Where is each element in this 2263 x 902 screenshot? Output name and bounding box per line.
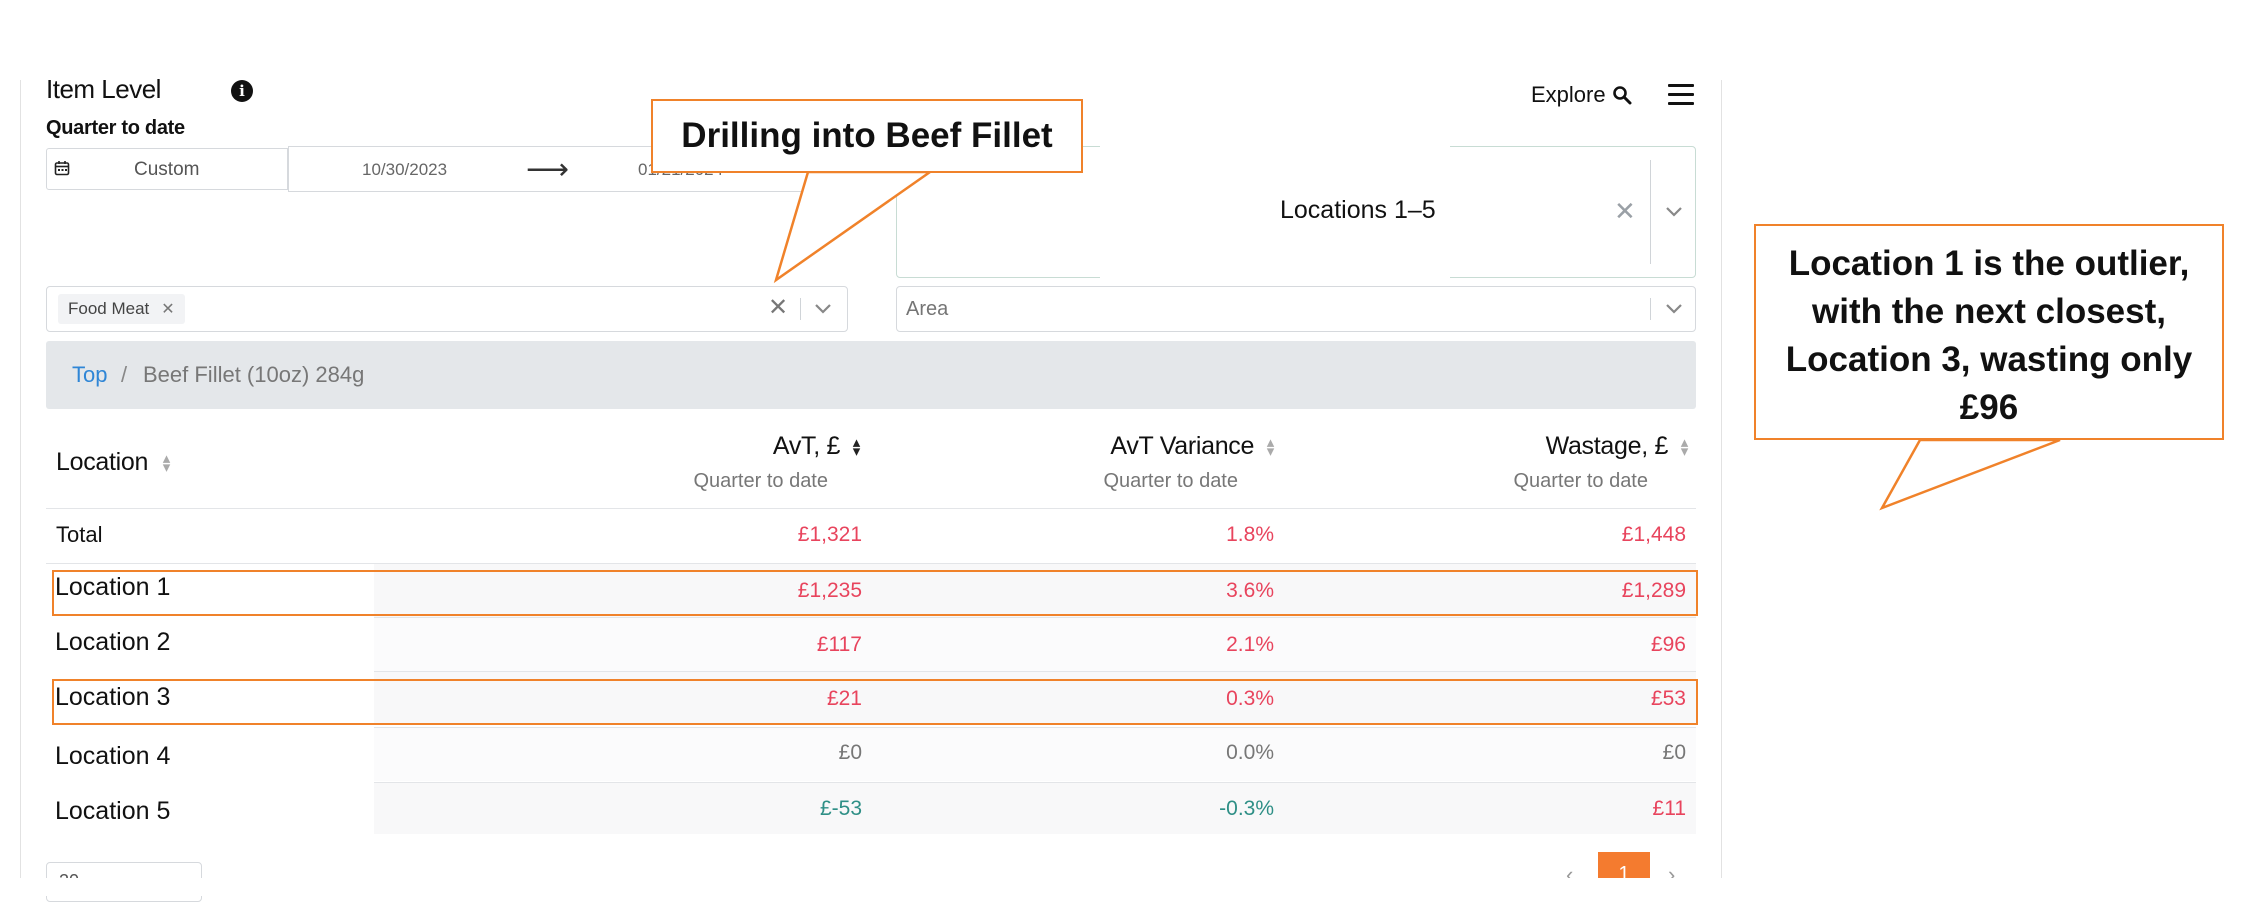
col-header-wastage[interactable]: Wastage, £ ▴ ▾ — [1545, 432, 1689, 461]
loc3-variance: 0.3% — [1226, 687, 1274, 710]
calendar-icon — [54, 161, 70, 176]
col-header-location[interactable]: Location ▴ ▾ — [56, 448, 171, 477]
category-select[interactable] — [46, 286, 848, 332]
loc5-wastage: £11 — [1652, 797, 1686, 820]
row-label-location-5[interactable]: Location 5 — [55, 797, 171, 825]
breadcrumb-separator: / — [121, 362, 128, 387]
loc5-avt: £-53 — [819, 797, 862, 820]
breadcrumb — [46, 341, 1696, 409]
highlight-location-1 — [52, 570, 1698, 616]
loc1-wastage: £1,289 — [1621, 579, 1686, 602]
row-divider — [374, 671, 1696, 672]
date-start[interactable]: 10/30/2023 — [362, 160, 448, 179]
explore-label: Explore — [1531, 82, 1606, 107]
loc3-avt: £21 — [826, 687, 862, 710]
dashboard-panel — [20, 80, 1722, 880]
category-tag[interactable]: Food Meat ✕ — [58, 294, 185, 324]
annotation-drill: Drilling into Beef Fillet — [651, 99, 1083, 173]
area-divider — [1650, 298, 1651, 320]
highlight-location-3 — [52, 679, 1698, 725]
hamburger-menu-icon[interactable] — [1668, 84, 1694, 106]
row-divider — [374, 617, 1696, 618]
loc3-wastage: £53 — [1650, 687, 1686, 710]
search-icon — [1612, 86, 1632, 105]
col-sub-variance: Quarter to date — [1103, 470, 1238, 492]
area-select[interactable] — [896, 286, 1696, 332]
sort-active-icon[interactable]: ▴ ▾ — [852, 434, 861, 461]
chevron-down-icon[interactable] — [813, 302, 833, 316]
col-header-variance[interactable]: AvT Variance ▴ ▾ — [1110, 432, 1275, 461]
annotation-outlier: Location 1 is the outlier, with the next… — [1754, 224, 2224, 440]
date-mode-select[interactable] — [46, 148, 288, 190]
category-tag-label: Food Meat — [68, 299, 150, 318]
row-label-location-3[interactable]: Location 3 — [55, 683, 171, 711]
breadcrumb-top-link[interactable]: Top — [72, 362, 108, 387]
loc1-variance: 3.6% — [1226, 579, 1274, 602]
page-title: Item Level — [46, 74, 161, 104]
row-divider — [374, 727, 1696, 728]
loc4-avt: £0 — [838, 741, 862, 764]
location-clear-icon[interactable]: ✕ — [1614, 196, 1636, 226]
row-stripe — [374, 563, 1696, 617]
row-stripe — [374, 727, 1696, 781]
chevron-down-icon[interactable] — [1664, 302, 1684, 316]
header-divider — [46, 508, 1696, 509]
category-clear-icon[interactable]: ✕ — [768, 294, 789, 321]
col-sub-avt: Quarter to date — [693, 470, 828, 492]
row-divider — [46, 563, 1696, 564]
row-label-location-4[interactable]: Location 4 — [55, 742, 171, 770]
total-variance: 1.8% — [1226, 523, 1274, 546]
row-label-location-1[interactable]: Location 1 — [55, 573, 171, 601]
date-arrow-icon: ⟶ — [526, 153, 570, 186]
sort-icon[interactable]: ▴ ▾ — [1680, 434, 1689, 461]
location-overlay — [1100, 146, 1450, 278]
row-stripe — [374, 617, 1696, 671]
col-header-avt[interactable]: AvT, £ ▴ ▾ — [772, 432, 861, 461]
sort-icon[interactable]: ▴ ▾ — [162, 450, 171, 477]
prev-page-icon[interactable]: ‹ — [1566, 862, 1574, 887]
sort-icon[interactable]: ▴ ▾ — [1266, 434, 1275, 461]
info-icon[interactable]: i — [231, 80, 253, 102]
total-avt: £1,321 — [797, 523, 862, 546]
row-divider — [374, 782, 1696, 783]
chevron-down-icon[interactable] — [1664, 205, 1684, 219]
location-divider — [1650, 160, 1651, 264]
area-input[interactable] — [906, 295, 1506, 323]
bottom-crop — [0, 878, 1760, 896]
category-divider — [800, 298, 801, 320]
explore-button[interactable]: Explore — [1531, 82, 1632, 108]
next-page-icon[interactable]: › — [1668, 862, 1676, 887]
loc4-variance: 0.0% — [1226, 741, 1274, 764]
breadcrumb-current: Beef Fillet (10oz) 284g — [143, 362, 365, 387]
period-label: Quarter to date — [46, 117, 185, 139]
loc2-avt: £117 — [816, 633, 862, 656]
loc2-variance: 2.1% — [1226, 633, 1274, 656]
row-label-location-2[interactable]: Location 2 — [55, 628, 171, 656]
loc5-variance: -0.3% — [1219, 797, 1274, 820]
location-select-value: Locations 1–5 — [1280, 196, 1436, 224]
tag-remove-icon[interactable]: ✕ — [161, 301, 175, 318]
date-mode-label: Custom — [134, 159, 200, 180]
loc1-avt: £1,235 — [797, 579, 862, 602]
col-sub-wastage: Quarter to date — [1513, 470, 1648, 492]
total-wastage: £1,448 — [1621, 523, 1686, 546]
loc4-wastage: £0 — [1662, 741, 1686, 764]
row-label-total: Total — [56, 522, 103, 547]
loc2-wastage: £96 — [1650, 633, 1686, 656]
row-stripe — [374, 782, 1696, 834]
